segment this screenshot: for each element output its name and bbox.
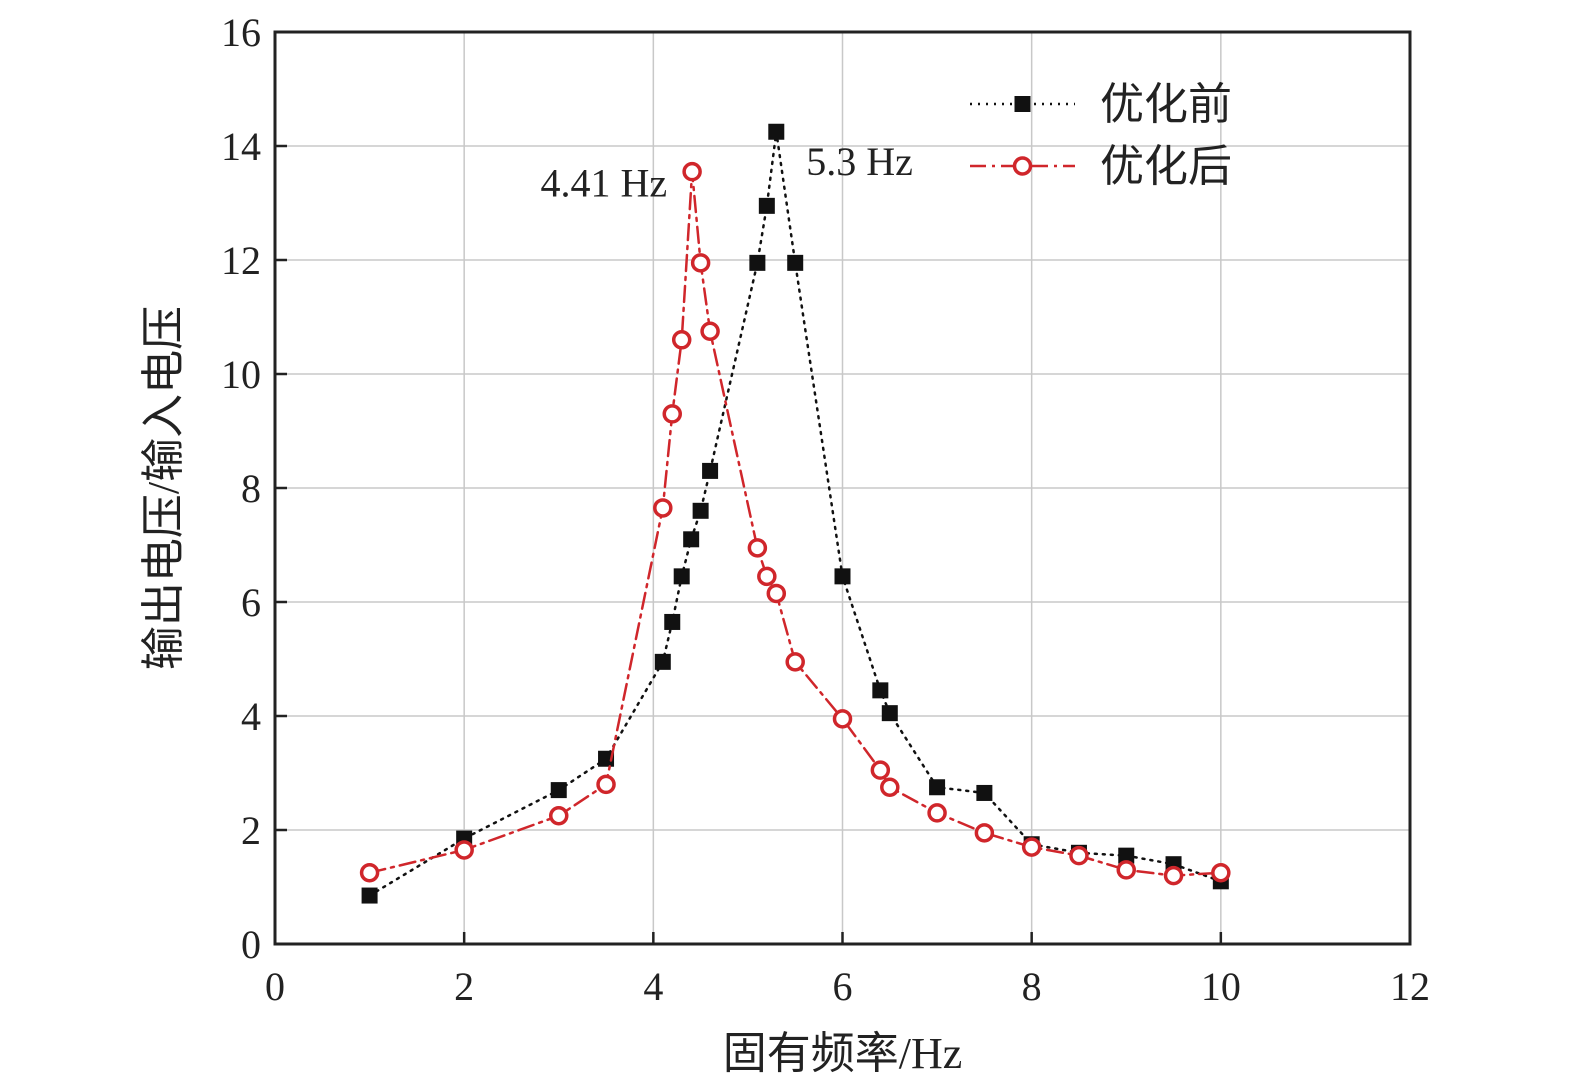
data-point-circle — [671, 330, 692, 350]
legend-label: 优化后 — [1100, 142, 1232, 191]
x-tick-label: 0 — [265, 964, 285, 1009]
legend-square-marker — [1014, 96, 1031, 112]
data-point-square — [683, 531, 700, 548]
y-tick-label: 6 — [241, 580, 261, 625]
data-point-circle — [1211, 863, 1231, 883]
data-point-square — [872, 682, 889, 699]
axis-ticks: 0 2 4 6 8 10 12 0 2 4 6 8 10 12 14 16 — [221, 10, 1430, 1009]
legend-item: 优化后 — [970, 142, 1232, 191]
series-after-optimization — [359, 161, 1231, 886]
y-tick-label: 10 — [221, 352, 261, 397]
y-tick-label: 8 — [241, 466, 261, 511]
y-tick-label: 12 — [221, 238, 261, 283]
data-point-square — [1118, 847, 1135, 864]
y-tick-label: 2 — [241, 808, 261, 853]
data-point-circle — [682, 161, 702, 182]
data-point-square — [834, 568, 851, 585]
data-point-square — [768, 123, 785, 140]
y-tick-label: 0 — [241, 922, 261, 967]
data-point-circle — [785, 652, 805, 672]
y-tick-label: 14 — [221, 124, 261, 169]
x-tick-label: 4 — [643, 964, 663, 1009]
x-tick-label: 2 — [454, 964, 474, 1009]
series-before-optimization — [361, 123, 1229, 904]
data-point-circle — [690, 253, 711, 273]
grid — [275, 32, 1410, 944]
data-point-square — [664, 613, 681, 630]
x-tick-label: 6 — [833, 964, 853, 1009]
data-point-square — [749, 254, 766, 271]
series-line — [368, 131, 1223, 897]
data-point-circle — [747, 538, 768, 558]
data-point-square — [881, 705, 898, 722]
data-point-circle — [927, 803, 947, 823]
data-point-circle — [653, 498, 673, 518]
data-point-circle — [766, 583, 787, 604]
legend-label: 优化前 — [1100, 80, 1232, 129]
data-point-circle — [880, 777, 900, 797]
x-tick-label: 8 — [1022, 964, 1042, 1009]
data-point-circle — [1021, 837, 1042, 857]
data-point-circle — [700, 321, 720, 341]
data-point-square — [673, 568, 690, 585]
data-point-circle — [359, 863, 380, 883]
data-point-circle — [870, 760, 891, 780]
peak-annotations: 4.41 Hz 5.3 Hz — [540, 139, 912, 206]
data-point-circle — [454, 840, 474, 860]
series-group — [359, 123, 1231, 904]
data-point-square — [787, 254, 804, 271]
data-point-circle — [662, 404, 682, 424]
series-line — [368, 171, 1223, 877]
x-axis-title: 固有频率/Hz — [723, 1029, 963, 1078]
data-point-circle — [757, 566, 777, 587]
data-point-circle — [1163, 865, 1184, 886]
y-tick-label: 4 — [241, 694, 261, 739]
peak-label: 4.41 Hz — [540, 161, 667, 206]
data-point-square — [654, 653, 671, 670]
data-point-circle — [549, 806, 569, 826]
data-point-square — [598, 750, 615, 767]
data-point-square — [550, 782, 567, 799]
y-axis-title: 输出电压/输入电压 — [139, 306, 188, 670]
data-point-circle — [596, 774, 616, 795]
data-point-square — [929, 779, 946, 796]
data-point-square — [758, 197, 775, 214]
data-point-square — [702, 462, 719, 479]
data-point-circle — [832, 709, 853, 729]
peak-label: 5.3 Hz — [806, 139, 913, 184]
data-point-square — [976, 784, 993, 801]
data-point-circle — [1069, 845, 1089, 866]
x-tick-label: 12 — [1390, 964, 1430, 1009]
data-point-square — [361, 887, 378, 904]
legend-item: 优化前 — [970, 80, 1232, 129]
data-point-circle — [974, 823, 995, 843]
y-tick-label: 16 — [221, 10, 261, 55]
legend-circle-marker — [1012, 156, 1033, 176]
data-point-circle — [1116, 860, 1136, 880]
data-point-square — [692, 502, 709, 519]
x-tick-label: 10 — [1201, 964, 1241, 1009]
